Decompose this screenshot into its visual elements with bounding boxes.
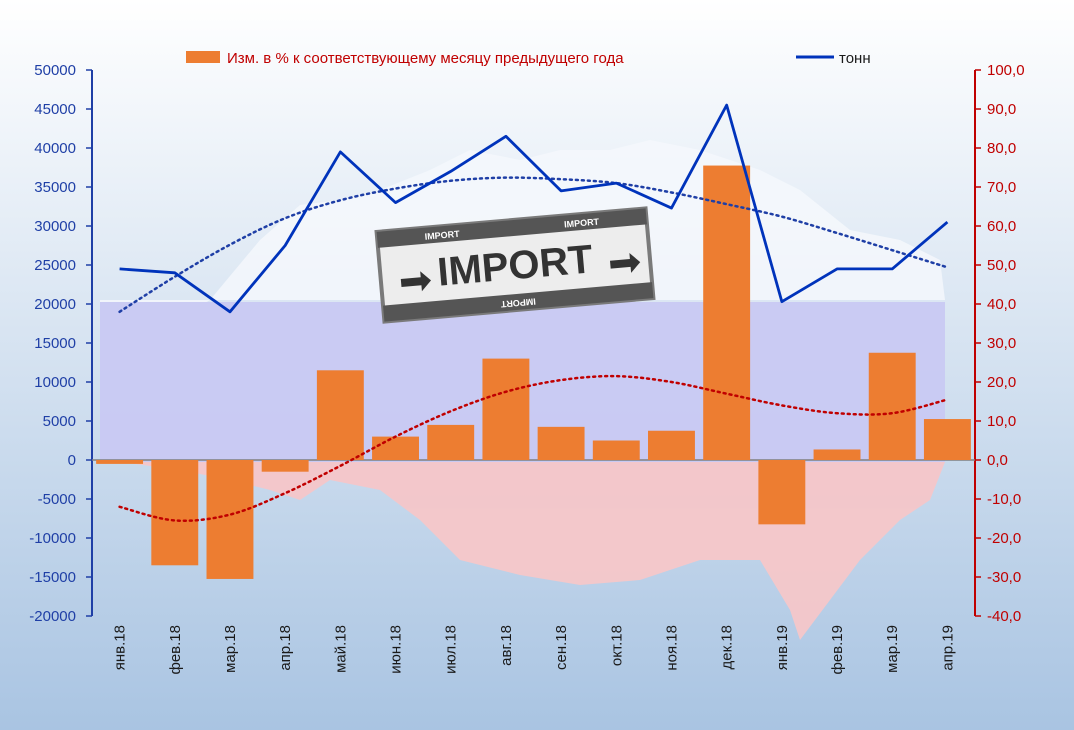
right-axis-tick-label: 30,0 — [987, 335, 1016, 352]
legend-line-label: тонн — [839, 50, 871, 67]
right-axis-tick-label: 40,0 — [987, 296, 1016, 313]
right-axis-tick-label: 80,0 — [987, 140, 1016, 157]
x-axis-tick-label: окт.18 — [608, 625, 625, 666]
x-axis-tick-label: апр.19 — [939, 625, 956, 671]
bar — [592, 440, 640, 460]
left-axis-tick-label: -20000 — [29, 608, 76, 625]
trendline-percent — [118, 374, 949, 523]
trendlines — [118, 176, 949, 523]
x-axis-tick-label: янв.18 — [112, 625, 129, 670]
stamp-bottom-text: IMPORT — [500, 296, 536, 309]
right-axis-tick-label: 70,0 — [987, 179, 1016, 196]
bar — [758, 460, 806, 525]
left-axis-tick-label: 35000 — [34, 179, 76, 196]
left-axis-tick-label: 40000 — [34, 140, 76, 157]
left-axis-tick-label: 50000 — [34, 62, 76, 79]
left-axis-tick-label: 20000 — [34, 296, 76, 313]
x-axis-tick-label: ноя.18 — [663, 625, 680, 671]
stamp-top-text: IMPORT — [424, 229, 460, 242]
left-axis-tick-label: 25000 — [34, 257, 76, 274]
left-axis-tick-label: 45000 — [34, 101, 76, 118]
x-axis-tick-label: мар.19 — [884, 625, 901, 673]
import-stamp: IMPORT IMPORT IMPORT IMPORT — [374, 206, 656, 324]
x-axis-tick-label: сен.18 — [553, 625, 570, 670]
x-axis-tick-label: дек.18 — [719, 625, 736, 670]
x-axis-tick-label: фев.18 — [167, 625, 184, 675]
right-axis-tick-label: -20,0 — [987, 530, 1021, 547]
left-axis-tick-label: 0 — [68, 452, 76, 469]
right-axis-tick-label: 90,0 — [987, 101, 1016, 118]
right-axis-tick-label: 0,0 — [987, 452, 1008, 469]
x-axis-tick-label: мар.18 — [222, 625, 239, 673]
bar — [316, 370, 364, 460]
bar — [427, 424, 475, 460]
right-axis-tick-label: -40,0 — [987, 608, 1021, 625]
bar — [703, 165, 751, 461]
legend: Изм. в % к соответствующему месяцу преды… — [186, 50, 871, 67]
x-axis-tick-label: июл.18 — [443, 625, 460, 674]
legend-bar-label: Изм. в % к соответствующему месяцу преды… — [227, 50, 624, 67]
stamp-top-text-2: IMPORT — [564, 216, 600, 229]
right-axis-tick-label: 50,0 — [987, 257, 1016, 274]
bar — [96, 460, 144, 464]
right-axis-tick-label: -30,0 — [987, 569, 1021, 586]
bar — [648, 430, 695, 460]
left-axis-tick-label: 15000 — [34, 335, 76, 352]
bar — [868, 352, 916, 460]
bar — [813, 449, 861, 460]
left-axis-tick-label: -15000 — [29, 569, 76, 586]
x-axis-tick-label: апр.18 — [277, 625, 294, 671]
x-axis-tick-label: янв.19 — [774, 625, 791, 670]
line-series — [119, 103, 949, 314]
left-axis-tick-label: 10000 — [34, 374, 76, 391]
x-axis-tick-label: фев.19 — [829, 625, 846, 675]
stamp-arrow-left — [400, 271, 432, 292]
left-axis-tick-label: 30000 — [34, 218, 76, 235]
trendline-tonnes — [118, 176, 949, 314]
axes: -20000 -15000 -10000 -5000 0 5000 10000 15000 20… — [29, 62, 1024, 625]
right-axis-tick-label: -10,0 — [987, 491, 1021, 508]
x-axis-tick-label: май.18 — [332, 625, 349, 673]
bar — [151, 460, 199, 566]
left-axis-tick-label: 5000 — [43, 413, 76, 430]
x-axis-tick-label: июн.18 — [388, 625, 405, 674]
right-axis-tick-label: 20,0 — [987, 374, 1016, 391]
bar — [923, 419, 971, 460]
stamp-arrow-right — [609, 252, 641, 273]
bar — [537, 426, 585, 460]
bar — [482, 358, 530, 460]
x-axis-labels: янв.18 фев.18 мар.18 апр.18 май.18 июн.18 июл.… — [112, 625, 957, 675]
map-red-band — [120, 462, 945, 640]
left-axis-tick-label: -10000 — [29, 530, 76, 547]
left-axis-tick-label: -5000 — [38, 491, 76, 508]
line-tonnes — [119, 103, 949, 314]
bar — [372, 436, 419, 460]
right-axis-tick-label: 10,0 — [987, 413, 1016, 430]
bar — [261, 460, 309, 472]
bar — [206, 460, 254, 579]
legend-bar-swatch — [186, 51, 220, 63]
right-axis-tick-label: 60,0 — [987, 218, 1016, 235]
right-axis-tick-label: 100,0 — [987, 62, 1025, 79]
x-axis-tick-label: авг.18 — [498, 625, 515, 666]
bar-series — [96, 165, 971, 579]
